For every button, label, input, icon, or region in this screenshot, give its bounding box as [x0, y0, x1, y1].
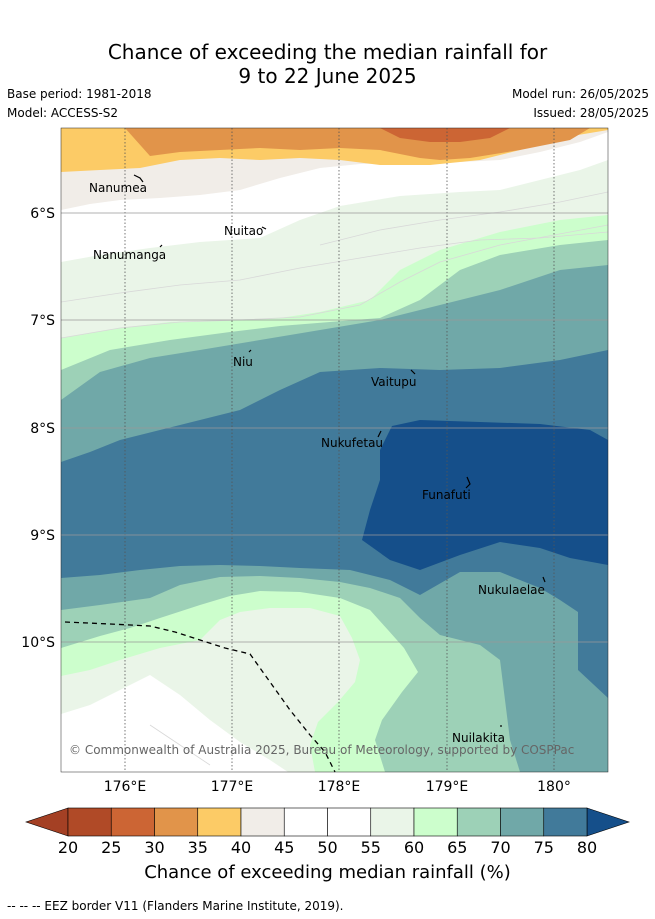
copyright-credit: © Commonwealth of Australia 2025, Bureau…	[69, 743, 574, 757]
rainfall-contours	[61, 128, 608, 772]
place-label-nukufetau: Nukufetau	[321, 436, 383, 450]
place-label-nuilakita: Nuilakita	[452, 731, 505, 745]
model-text: Model: ACCESS-S2	[7, 106, 119, 120]
longitude-gridlines	[124, 128, 555, 772]
colorbar-tick-label: 50	[317, 838, 337, 857]
niu-island	[248, 349, 252, 353]
colorbar-tick-label: 65	[447, 838, 467, 857]
contour-25-30-north	[380, 128, 510, 142]
colorbar-swatch	[327, 807, 372, 837]
colorbar-tick-label: 55	[361, 838, 381, 857]
lon-label-180: 180°	[537, 779, 571, 795]
colorbar-swatch	[283, 807, 328, 837]
place-label-nuitao: Nuitao	[224, 224, 263, 238]
colorbar-swatch	[67, 807, 112, 837]
nanumanga-island	[159, 244, 163, 248]
lon-label-178e: 178°E	[318, 779, 361, 795]
colorbar-swatch	[370, 807, 415, 837]
nukufetau-island	[377, 430, 382, 438]
lat-label-6s: 6°S	[30, 206, 55, 222]
island-shapes	[133, 174, 546, 727]
contour-lines	[61, 191, 608, 766]
lon-label-176e: 176°E	[104, 779, 147, 795]
lon-label-179e: 179°E	[426, 779, 469, 795]
map-frame	[60, 127, 609, 773]
latitude-gridlines	[61, 212, 608, 643]
issued-text: Issued: 28/05/2025	[533, 106, 649, 120]
colorbar-tick-label: 45	[274, 838, 294, 857]
colorbar-swatch	[456, 807, 501, 837]
colorbar-tick-label: 25	[101, 838, 121, 857]
colorbar-tick-label: 70	[490, 838, 510, 857]
lat-label-8s: 8°S	[30, 421, 55, 437]
nanumea-island	[133, 174, 144, 183]
place-label-nanumanga: Nanumanga	[93, 248, 166, 262]
model-run-text: Model run: 26/05/2025	[511, 87, 649, 101]
colorbar-under-arrow	[25, 807, 69, 837]
colorbar-label: Chance of exceeding median rainfall (%)	[144, 862, 511, 883]
map-title-line1: Chance of exceeding the median rainfall …	[107, 40, 548, 64]
colorbar-tick-label: 40	[231, 838, 251, 857]
place-label-funafuti: Funafuti	[422, 488, 471, 502]
colorbar-swatch	[197, 807, 242, 837]
colorbar-swatch	[154, 807, 199, 837]
lat-label-9s: 9°S	[30, 528, 55, 544]
lon-label-177e: 177°E	[211, 779, 254, 795]
funafuti-island	[465, 476, 471, 489]
colorbar-over-arrow	[586, 807, 630, 837]
nukulaelae-island	[542, 576, 546, 583]
contour-over-80	[362, 420, 608, 570]
colorbar-tick-label: 35	[188, 838, 208, 857]
place-label-nanumea: Nanumea	[89, 181, 147, 195]
colorbar-swatch	[110, 807, 155, 837]
map-title-line2: 9 to 22 June 2025	[238, 64, 417, 88]
base-period-text: Base period: 1981-2018	[7, 87, 152, 101]
colorbar-tick-label: 60	[404, 838, 424, 857]
place-label-nukulaelae: Nukulaelae	[478, 583, 545, 597]
colorbar-swatch	[240, 807, 285, 837]
colorbar-tick-label: 75	[534, 838, 554, 857]
nuitao-island	[261, 226, 267, 230]
lat-label-10s: 10°S	[21, 635, 55, 651]
colorbar-tick-label: 20	[58, 838, 78, 857]
colorbar: 20 25 30 35 40 45 50 55 60 65 70 75 80	[25, 807, 630, 857]
colorbar-tick-label: 30	[144, 838, 164, 857]
contour-lowest-south	[61, 725, 240, 772]
colorbar-swatch	[413, 807, 458, 837]
colorbar-swatch	[543, 807, 588, 837]
colorbar-tick-label: 80	[577, 838, 597, 857]
colorbar-swatch	[500, 807, 545, 837]
lat-label-7s: 7°S	[30, 313, 55, 329]
eez-footnote: -- -- -- EEZ border V11 (Flanders Marine…	[7, 899, 344, 913]
place-label-niu: Niu	[233, 355, 253, 369]
vaitupu-island	[410, 369, 416, 375]
place-label-vaitupu: Vaitupu	[371, 375, 417, 389]
